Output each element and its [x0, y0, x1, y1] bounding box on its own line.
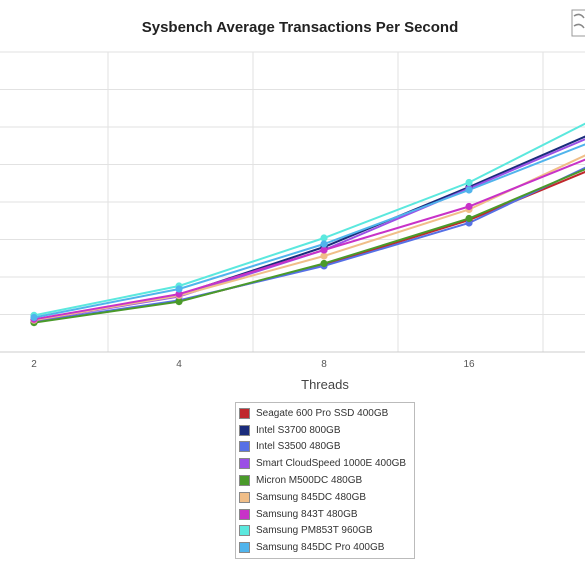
- legend-label: Micron M500DC 480GB: [256, 475, 363, 487]
- legend-label: Smart CloudSpeed 1000E 400GB: [256, 458, 407, 470]
- legend-swatch: [239, 542, 250, 554]
- legend-swatch: [239, 458, 250, 470]
- legend-item: Samsung PM853T 960GB: [239, 523, 411, 540]
- x-tick-label: 4: [176, 359, 182, 370]
- legend-item: Samsung 845DC Pro 400GB: [239, 539, 411, 556]
- legend-item: Samsung 845DC 480GB: [239, 489, 411, 506]
- legend-swatch: [239, 475, 250, 487]
- series-points: [30, 178, 473, 327]
- chart-title: Sysbench Average Transactions Per Second: [142, 19, 459, 36]
- series-line: [33, 135, 585, 321]
- legend: Seagate 600 Pro SSD 400GB Intel S3700 800…: [235, 402, 415, 560]
- legend-swatch: [239, 424, 250, 436]
- data-point: [175, 285, 183, 293]
- data-point: [320, 246, 328, 254]
- legend-item: Intel S3500 480GB: [239, 439, 411, 456]
- legend-label: Samsung 845DC Pro 400GB: [256, 542, 385, 554]
- legend-label: Seagate 600 Pro SSD 400GB: [256, 407, 389, 419]
- data-point: [175, 290, 183, 298]
- legend-swatch: [239, 508, 250, 520]
- data-point: [320, 240, 328, 248]
- legend-item: Micron M500DC 480GB: [239, 472, 411, 489]
- data-point: [465, 202, 473, 211]
- logo-icon: [571, 9, 585, 37]
- legend-item: Smart CloudSpeed 1000E 400GB: [239, 455, 411, 472]
- data-point: [320, 234, 328, 242]
- legend-label: Samsung 843T 480GB: [256, 508, 358, 520]
- x-axis: 2481632: [0, 351, 585, 370]
- series-line: [33, 138, 585, 322]
- series-lines: [33, 122, 585, 324]
- series-line: [33, 166, 585, 323]
- legend-label: Samsung 845DC 480GB: [256, 491, 367, 503]
- x-tick-label: 2: [31, 359, 37, 370]
- legend-label: Intel S3500 480GB: [256, 441, 341, 453]
- legend-item: Seagate 600 Pro SSD 400GB: [239, 405, 411, 422]
- x-axis-label: Threads: [301, 377, 349, 392]
- data-point: [320, 259, 328, 268]
- legend-item: Samsung 843T 480GB: [239, 506, 411, 523]
- legend-swatch: [239, 441, 250, 453]
- data-point: [320, 252, 328, 260]
- legend-swatch: [239, 407, 250, 419]
- legend-swatch: [239, 491, 250, 503]
- series-line: [33, 143, 585, 319]
- legend-label: Intel S3700 800GB: [256, 424, 341, 436]
- x-tick-label: 16: [463, 359, 475, 370]
- grid: [0, 51, 585, 353]
- series-line: [33, 154, 585, 322]
- data-point: [175, 298, 183, 306]
- data-point: [30, 313, 38, 322]
- series-line: [33, 122, 585, 317]
- data-point: [465, 186, 473, 194]
- data-point: [465, 214, 473, 223]
- legend-item: Intel S3700 800GB: [239, 422, 411, 439]
- legend-swatch: [239, 525, 250, 537]
- legend-label: Samsung PM853T 960GB: [256, 525, 373, 537]
- x-tick-label: 8: [321, 359, 327, 370]
- data-point: [465, 178, 473, 187]
